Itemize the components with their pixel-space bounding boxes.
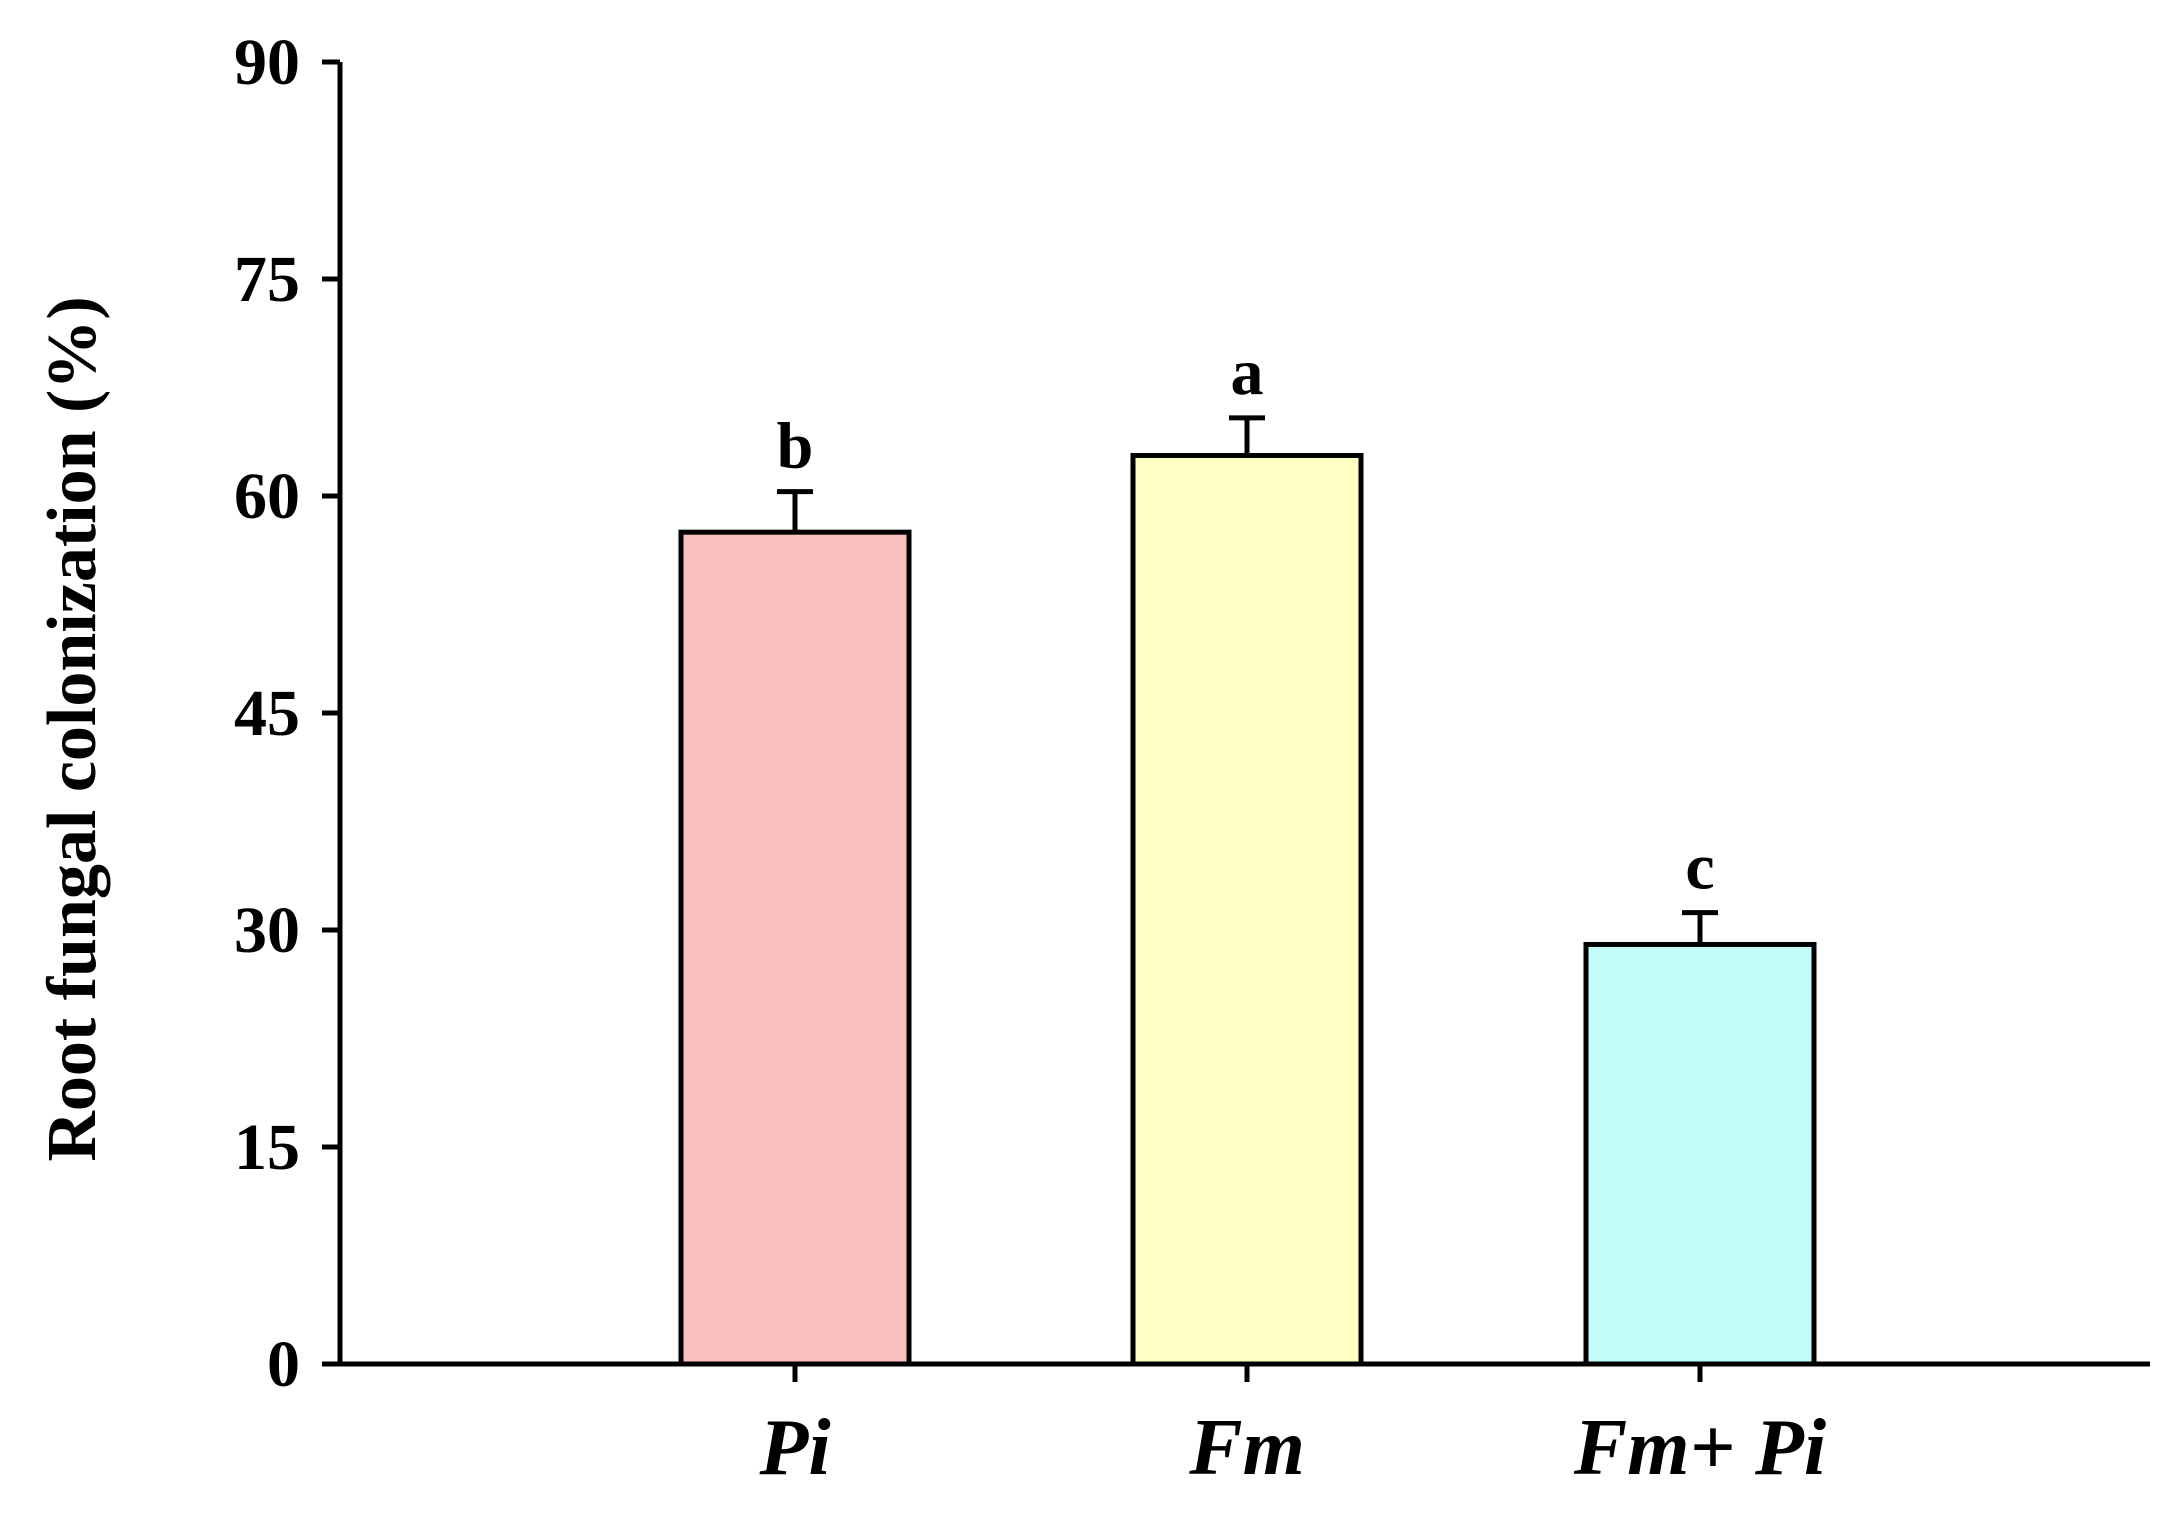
y-axis-title: Root fungal colonization (%) <box>34 296 111 1161</box>
y-tick-label: 0 <box>267 1328 300 1401</box>
y-tick-label: 90 <box>234 26 300 99</box>
x-tick-label: Fm <box>1188 1404 1305 1492</box>
y-tick-label: 15 <box>234 1111 300 1184</box>
axes: 0 15 30 45 60 75 90 <box>234 26 2150 1401</box>
y-tick-label: 60 <box>234 460 300 533</box>
y-tick-label: 45 <box>234 677 300 750</box>
x-tick-label: Fm+ Pi <box>1573 1404 1826 1492</box>
x-tick-label: Pi <box>758 1404 830 1492</box>
y-tick-label: 75 <box>234 243 300 316</box>
y-tick-label: 30 <box>234 894 300 967</box>
bar <box>678 529 912 1367</box>
data-label: b <box>777 410 814 483</box>
bar <box>1583 941 1817 1367</box>
bar <box>1130 452 1364 1367</box>
data-label: a <box>1231 336 1264 409</box>
bars-group <box>678 415 1817 1367</box>
data-label: c <box>1685 831 1714 904</box>
labels-group: Pi b Fm a Fm+ Pi c <box>758 336 1826 1492</box>
